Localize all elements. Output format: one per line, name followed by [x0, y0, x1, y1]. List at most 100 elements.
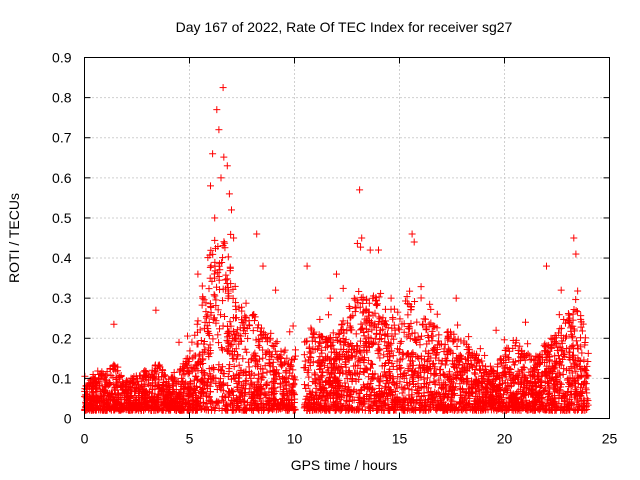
y-tick-label: 0.3 [52, 290, 72, 306]
roti-data-point [205, 285, 213, 293]
roti-data-point [431, 370, 439, 378]
roti-data-point [560, 351, 568, 359]
roti-data-point [360, 332, 368, 340]
roti-data-point [338, 321, 346, 329]
roti-data-point [486, 362, 494, 370]
roti-data-point [432, 350, 440, 358]
roti-data-point [355, 287, 363, 295]
roti-data-point [376, 354, 384, 362]
roti-data-point [569, 332, 577, 340]
roti-data-point [417, 294, 425, 302]
roti-data-point [214, 306, 222, 314]
roti-data-point [289, 322, 297, 330]
roti-data-point [309, 358, 317, 366]
roti-data-point [453, 342, 461, 350]
roti-data-point [223, 162, 231, 170]
roti-data-point [411, 298, 419, 306]
roti-data-point [141, 367, 149, 375]
roti-data-point [305, 373, 313, 381]
roti-data-point [443, 356, 451, 364]
roti-data-point [387, 305, 395, 313]
roti-data-point [243, 348, 251, 356]
x-axis-title: GPS time / hours [291, 457, 398, 473]
roti-data-point [454, 321, 462, 329]
roti-data-point [547, 334, 555, 342]
roti-data-point [206, 274, 214, 282]
roti-data-point [406, 287, 414, 295]
roti-data-point [375, 246, 382, 254]
roti-data-point [524, 340, 532, 348]
roti-data-point [263, 368, 271, 376]
roti-data-point [214, 331, 222, 339]
roti-data-point [555, 311, 563, 319]
roti-data-point [572, 367, 580, 375]
roti-data-point [209, 335, 217, 343]
roti-data-point [206, 263, 214, 271]
roti-data-point [577, 312, 585, 320]
data-points [81, 84, 592, 414]
roti-data-point [198, 282, 206, 290]
roti-data-point [207, 182, 214, 190]
roti-data-point [241, 345, 249, 353]
roti-data-point [366, 246, 374, 254]
roti-data-point [345, 303, 353, 311]
roti-data-point [219, 254, 227, 262]
roti-data-point [417, 332, 425, 340]
roti-data-point [301, 357, 309, 365]
roti-data-point [226, 361, 234, 369]
roti-data-point [249, 327, 257, 335]
roti-data-point [352, 330, 360, 338]
roti-data-point [175, 338, 183, 346]
roti-data-point [215, 126, 223, 134]
x-tick-label: 25 [602, 431, 618, 447]
roti-data-point [579, 406, 587, 414]
roti-data-point [570, 234, 578, 242]
y-tick-label: 0.2 [52, 330, 72, 346]
roti-data-point [581, 366, 589, 374]
y-tick-label: 0.8 [52, 90, 72, 106]
roti-data-point [375, 345, 383, 353]
roti-data-point [357, 320, 365, 328]
roti-data-point [222, 276, 230, 284]
y-tick-label: 0.6 [52, 170, 72, 186]
roti-data-point [255, 343, 263, 351]
roti-data-point [362, 296, 370, 304]
roti-data-point [259, 262, 267, 270]
roti-data-point [578, 327, 586, 335]
roti-data-point [581, 334, 589, 342]
roti-data-point [194, 270, 202, 278]
roti-data-point [220, 238, 228, 246]
x-tick-label: 15 [392, 431, 408, 447]
roti-data-point [291, 346, 299, 354]
roti-data-point [387, 294, 395, 302]
roti-data-point [574, 308, 582, 316]
roti-data-point [224, 381, 232, 389]
roti-data-point [573, 341, 581, 349]
roti-data-point [355, 355, 363, 363]
roti-data-point [404, 311, 412, 319]
roti-data-point [271, 347, 279, 355]
roti-data-point [206, 300, 214, 308]
roti-data-point [372, 301, 380, 309]
roti-data-point [242, 299, 250, 307]
roti-data-point [227, 230, 235, 238]
roti-data-point [417, 283, 425, 291]
roti-data-point [578, 349, 586, 357]
roti-data-point [522, 318, 529, 326]
roti-data-point [199, 293, 207, 301]
roti-data-point [281, 346, 289, 354]
roti-data-point [232, 345, 240, 353]
roti-data-point [374, 340, 382, 348]
roti-data-point [426, 300, 434, 308]
roti-data-point [186, 347, 194, 355]
roti-data-point [228, 206, 235, 214]
roti-data-point [110, 320, 118, 328]
roti-data-point [272, 286, 280, 294]
roti-data-point [194, 317, 202, 325]
roti-data-point [398, 389, 406, 397]
roti-data-point [326, 294, 334, 302]
roti-data-point [427, 305, 435, 313]
roti-data-point [210, 270, 218, 278]
roti-data-point [465, 333, 473, 341]
